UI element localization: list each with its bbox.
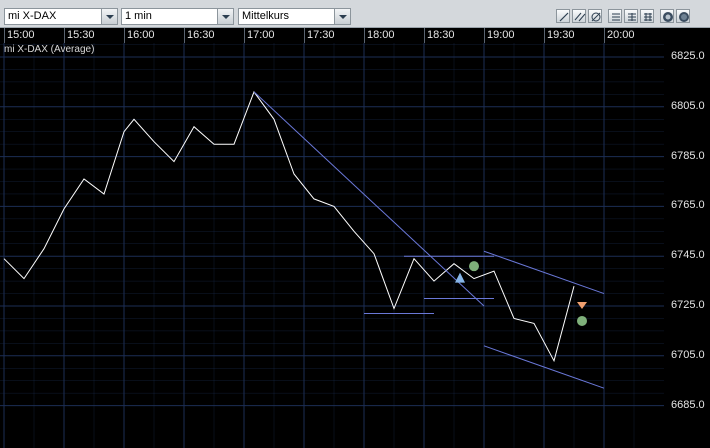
price-type-value: Mittelkurs bbox=[242, 10, 290, 22]
time-tick-label: 19:00 bbox=[487, 29, 515, 41]
no-draw-icon bbox=[591, 12, 601, 22]
time-separator bbox=[244, 28, 245, 43]
settings-circle-button[interactable] bbox=[676, 9, 690, 23]
no-draw-button[interactable] bbox=[588, 9, 602, 23]
chart-title: mi X-DAX (Average) bbox=[4, 44, 95, 55]
time-separator bbox=[424, 28, 425, 43]
line-tool-button[interactable] bbox=[556, 9, 570, 23]
parallel-lines-icon bbox=[574, 12, 586, 22]
time-separator bbox=[184, 28, 185, 43]
time-tick-label: 16:30 bbox=[187, 29, 215, 41]
grid-view-button[interactable] bbox=[608, 9, 622, 23]
chevron-down-icon[interactable] bbox=[101, 9, 117, 24]
interval-value: 1 min bbox=[125, 10, 152, 22]
settings-circle-icon bbox=[679, 12, 689, 22]
time-separator bbox=[64, 28, 65, 43]
price-tick-label: 6825.0 bbox=[671, 50, 705, 62]
price-type-select[interactable]: Mittelkurs bbox=[238, 8, 351, 25]
time-separator bbox=[4, 28, 5, 43]
chart-grid bbox=[0, 43, 664, 448]
table-view-icon bbox=[628, 13, 636, 21]
price-tick-label: 6705.0 bbox=[671, 348, 705, 361]
price-tick-label: 6785.0 bbox=[671, 149, 705, 162]
orange-marker[interactable] bbox=[577, 302, 587, 309]
chevron-down-icon[interactable] bbox=[217, 9, 233, 24]
price-tick-label: 6745.0 bbox=[671, 249, 705, 262]
target-button[interactable] bbox=[660, 9, 674, 23]
toolbar: mi X-DAX 1 min Mittelkurs bbox=[0, 0, 710, 28]
instrument-select[interactable]: mi X-DAX bbox=[4, 8, 118, 25]
instrument-value: mi X-DAX bbox=[8, 10, 57, 22]
time-tick-label: 19:30 bbox=[547, 29, 575, 41]
green-marker[interactable] bbox=[577, 315, 587, 326]
price-chart[interactable] bbox=[0, 43, 710, 448]
interval-select[interactable]: 1 min bbox=[121, 8, 234, 25]
time-tick-label: 18:00 bbox=[367, 29, 395, 41]
grid-view-icon bbox=[612, 13, 620, 21]
time-tick-label: 15:30 bbox=[67, 29, 95, 41]
time-tick-label: 16:00 bbox=[127, 29, 155, 41]
time-tick-label: 17:30 bbox=[307, 29, 335, 41]
time-tick-label: 17:00 bbox=[247, 29, 275, 41]
time-separator bbox=[484, 28, 485, 43]
time-tick-label: 18:30 bbox=[427, 29, 455, 41]
price-tick-label: 6805.0 bbox=[671, 99, 705, 112]
table-view-button[interactable] bbox=[624, 9, 638, 23]
channel-upper-line[interactable] bbox=[483, 250, 605, 295]
blue-triangle-marker[interactable] bbox=[455, 272, 465, 283]
price-tick-label: 6725.0 bbox=[671, 299, 705, 311]
time-separator bbox=[124, 28, 125, 43]
chevron-down-icon[interactable] bbox=[334, 9, 350, 24]
green-marker[interactable] bbox=[469, 261, 479, 272]
time-separator bbox=[364, 28, 365, 43]
time-separator bbox=[604, 28, 605, 43]
target-icon bbox=[663, 12, 673, 22]
price-line bbox=[3, 90, 575, 363]
time-separator bbox=[304, 28, 305, 43]
parallel-lines-button[interactable] bbox=[572, 9, 586, 23]
time-separator bbox=[544, 28, 545, 43]
trendline-line[interactable] bbox=[253, 91, 485, 307]
time-axis: 15:00 15:30 16:00 16:30 17:00 17:30 18:00 18:30… bbox=[0, 28, 710, 43]
price-tick-label: 6765.0 bbox=[671, 199, 705, 212]
list-view-button[interactable] bbox=[640, 9, 654, 23]
channel-lower-line[interactable] bbox=[483, 345, 605, 389]
price-tick-label: 6685.0 bbox=[671, 398, 705, 411]
list-view-icon bbox=[644, 13, 652, 21]
line-tool-icon bbox=[559, 12, 569, 22]
time-tick-label: 20:00 bbox=[607, 29, 635, 41]
time-tick-label: 15:00 bbox=[7, 29, 35, 41]
